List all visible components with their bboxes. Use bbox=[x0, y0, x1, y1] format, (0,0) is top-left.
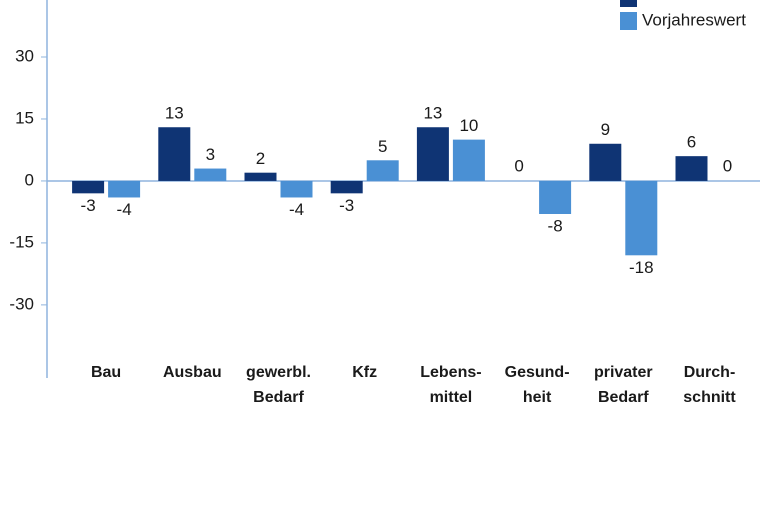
y-tick-label: 0 bbox=[25, 170, 34, 189]
x-tick-label: gewerbl. Bedarf bbox=[246, 364, 311, 406]
x-tick-label: privater Bedarf bbox=[594, 364, 653, 406]
y-tick-label: -30 bbox=[9, 294, 34, 313]
bar bbox=[244, 172, 277, 181]
data-label: -8 bbox=[548, 216, 563, 235]
bar bbox=[108, 180, 141, 198]
x-tick-label: Gesund-heit bbox=[505, 364, 570, 406]
bar bbox=[330, 180, 363, 194]
bar bbox=[366, 160, 399, 181]
data-label: 0 bbox=[514, 156, 523, 175]
data-label: 0 bbox=[723, 156, 732, 175]
bar bbox=[194, 168, 227, 181]
data-label: -4 bbox=[289, 200, 304, 219]
data-label: 10 bbox=[459, 116, 478, 135]
data-label: 2 bbox=[256, 149, 265, 168]
bar bbox=[416, 127, 449, 181]
data-label: 13 bbox=[165, 104, 184, 123]
bar bbox=[625, 180, 658, 256]
data-label: 13 bbox=[423, 104, 442, 123]
bar bbox=[539, 180, 572, 214]
bar bbox=[452, 139, 485, 181]
data-label: 5 bbox=[378, 137, 387, 156]
bar bbox=[589, 143, 622, 181]
bar bbox=[675, 156, 708, 181]
data-label: -4 bbox=[117, 200, 132, 219]
x-tick-label: Durch-schnitt bbox=[683, 364, 736, 406]
y-tick-label: 30 bbox=[15, 46, 34, 65]
legend-swatch bbox=[620, 12, 637, 30]
data-label: 6 bbox=[687, 133, 696, 152]
y-tick-label: 15 bbox=[15, 108, 34, 127]
legend-label: Vorjahreswert bbox=[642, 10, 746, 29]
bar bbox=[280, 180, 313, 198]
bar bbox=[158, 127, 191, 181]
x-tick-label: Bau bbox=[91, 364, 121, 381]
bar bbox=[72, 180, 105, 194]
legend-swatch bbox=[620, 0, 637, 7]
data-label: 9 bbox=[601, 120, 610, 139]
y-tick-label: -15 bbox=[9, 232, 34, 251]
data-label: 3 bbox=[206, 145, 215, 164]
data-label: -18 bbox=[629, 258, 654, 277]
x-tick-label: Kfz bbox=[352, 364, 377, 381]
data-label: -3 bbox=[339, 196, 354, 215]
x-tick-label: Ausbau bbox=[163, 364, 222, 381]
x-tick-label: Lebens-mittel bbox=[420, 364, 481, 406]
data-label: -3 bbox=[81, 196, 96, 215]
